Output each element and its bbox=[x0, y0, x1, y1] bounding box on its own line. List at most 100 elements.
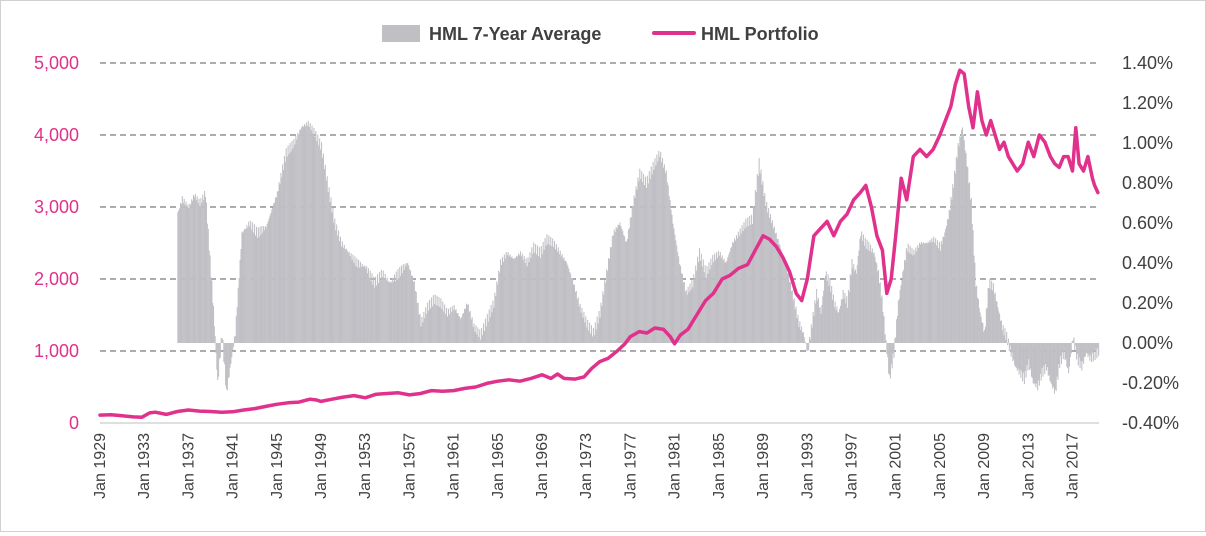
area-bar bbox=[226, 343, 228, 391]
area-bar bbox=[634, 197, 636, 343]
area-bar bbox=[416, 302, 418, 343]
area-bar bbox=[926, 243, 928, 343]
area-bar bbox=[514, 258, 516, 343]
area-bar bbox=[847, 307, 849, 343]
area-bar bbox=[270, 213, 272, 343]
area-bar bbox=[955, 156, 957, 343]
area-bar bbox=[813, 315, 815, 343]
area-bar bbox=[1052, 343, 1054, 389]
area-bar bbox=[339, 236, 342, 343]
area-bar bbox=[997, 307, 999, 343]
area-bar bbox=[376, 274, 379, 343]
area-bar bbox=[323, 169, 325, 343]
area-bar bbox=[1070, 343, 1072, 354]
area-bar bbox=[276, 191, 278, 343]
area-bar bbox=[973, 255, 975, 343]
area-bar bbox=[1018, 343, 1020, 375]
area-bar bbox=[567, 265, 569, 343]
area-bar bbox=[636, 189, 638, 343]
area-bar bbox=[565, 260, 567, 343]
area-bar bbox=[274, 202, 276, 343]
area-bar bbox=[440, 298, 442, 343]
area-bar bbox=[490, 304, 492, 343]
area-bar bbox=[181, 196, 183, 343]
area-bar bbox=[891, 343, 893, 369]
area-bar bbox=[1047, 343, 1049, 376]
area-bar bbox=[1065, 343, 1067, 359]
area-bar bbox=[843, 298, 845, 343]
area-bar bbox=[1019, 343, 1021, 370]
area-bar bbox=[743, 221, 745, 343]
area-bar bbox=[761, 184, 763, 343]
area-bar bbox=[978, 308, 980, 343]
area-bar bbox=[335, 230, 337, 343]
area-bar bbox=[765, 207, 767, 343]
area-bar bbox=[220, 338, 222, 343]
left-tick-label: 2,000 bbox=[34, 269, 79, 289]
area-bar bbox=[448, 314, 450, 343]
area-bar bbox=[732, 241, 734, 343]
area-bar bbox=[896, 319, 898, 343]
area-bar bbox=[660, 152, 662, 343]
area-bar bbox=[401, 265, 403, 343]
area-bar bbox=[1068, 343, 1070, 374]
area-bar bbox=[435, 305, 437, 343]
area-bar bbox=[1014, 343, 1016, 366]
area-bar bbox=[482, 335, 484, 343]
area-bar bbox=[720, 258, 722, 343]
x-tick-label: Jan 1961 bbox=[446, 433, 463, 499]
area-bar bbox=[745, 218, 747, 343]
area-bar bbox=[788, 282, 790, 343]
x-tick-label: Jan 1929 bbox=[92, 433, 109, 499]
area-bar bbox=[183, 198, 185, 343]
area-bar bbox=[924, 242, 926, 343]
area-bar bbox=[384, 274, 386, 343]
area-bar bbox=[777, 238, 779, 343]
area-bar bbox=[1035, 343, 1037, 388]
area-bar bbox=[449, 307, 451, 343]
area-bar bbox=[917, 245, 919, 343]
area-bar bbox=[305, 122, 307, 343]
area-bar bbox=[231, 343, 233, 358]
area-bar bbox=[870, 244, 872, 343]
area-bar bbox=[908, 252, 910, 343]
legend-swatch-area bbox=[382, 25, 420, 42]
area-bar bbox=[1091, 343, 1093, 353]
area-bar bbox=[302, 125, 304, 343]
area-bar bbox=[887, 343, 889, 358]
area-bar bbox=[197, 203, 199, 343]
area-bar bbox=[531, 247, 533, 343]
area-bar bbox=[945, 228, 947, 343]
area-bar bbox=[662, 167, 665, 343]
area-bar bbox=[672, 223, 674, 343]
area-bar bbox=[469, 310, 471, 343]
area-bar bbox=[713, 262, 715, 343]
area-bar bbox=[869, 251, 871, 343]
area-bar bbox=[999, 313, 1001, 343]
area-bar bbox=[1036, 343, 1038, 384]
area-bar bbox=[608, 258, 610, 343]
area-bar bbox=[822, 296, 824, 343]
area-bar bbox=[429, 299, 431, 343]
area-bar bbox=[324, 164, 326, 343]
area-bar bbox=[362, 266, 364, 343]
area-bar bbox=[578, 306, 580, 343]
area-bar bbox=[521, 253, 523, 343]
area-bar bbox=[284, 161, 286, 343]
area-bar bbox=[682, 282, 684, 343]
area-bar bbox=[283, 156, 285, 343]
area-bar bbox=[543, 249, 545, 343]
area-bar bbox=[909, 245, 911, 343]
area-bar bbox=[717, 250, 719, 343]
area-bar bbox=[974, 262, 976, 343]
area-bar bbox=[674, 234, 676, 343]
area-bar bbox=[1038, 343, 1040, 386]
area-bar bbox=[866, 239, 868, 343]
area-bar bbox=[525, 258, 527, 343]
area-bar bbox=[624, 236, 626, 343]
area-bar bbox=[596, 316, 598, 343]
area-bar bbox=[693, 274, 695, 343]
area-bar bbox=[649, 178, 651, 343]
area-bar bbox=[661, 162, 663, 343]
area-bar bbox=[185, 201, 187, 343]
